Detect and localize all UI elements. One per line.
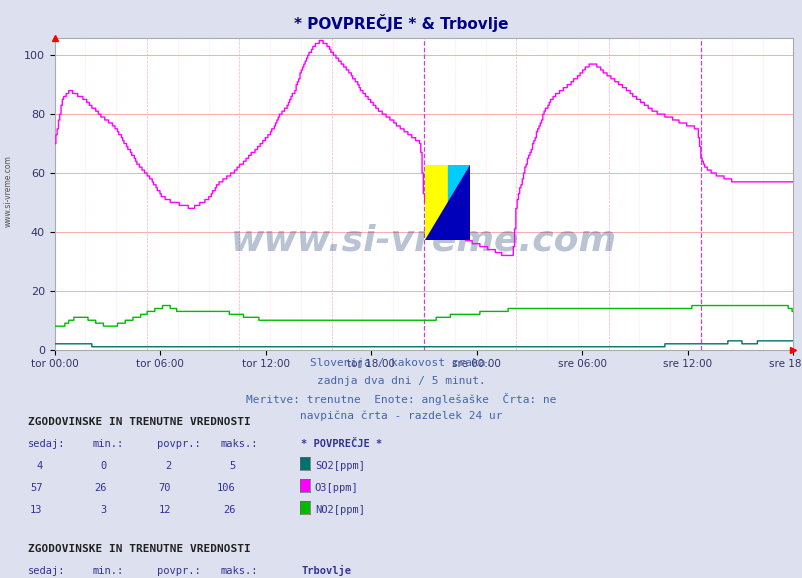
Text: NO2[ppm]: NO2[ppm] xyxy=(314,505,364,514)
Text: 13: 13 xyxy=(30,505,43,514)
Text: 26: 26 xyxy=(94,483,107,492)
Text: povpr.:: povpr.: xyxy=(156,439,200,449)
Text: sedaj:: sedaj: xyxy=(28,439,66,449)
Text: 106: 106 xyxy=(217,483,235,492)
Text: 70: 70 xyxy=(158,483,171,492)
Polygon shape xyxy=(425,165,447,240)
Text: 4: 4 xyxy=(36,461,43,470)
Text: min.:: min.: xyxy=(92,439,124,449)
Text: www.si-vreme.com: www.si-vreme.com xyxy=(231,224,616,257)
Text: * POVPREČJE * & Trbovlje: * POVPREČJE * & Trbovlje xyxy=(294,14,508,32)
Polygon shape xyxy=(425,165,469,240)
Text: * POVPREČJE *: * POVPREČJE * xyxy=(301,439,382,449)
Text: www.si-vreme.com: www.si-vreme.com xyxy=(3,155,13,227)
Text: O3[ppm]: O3[ppm] xyxy=(314,483,358,492)
Text: 57: 57 xyxy=(30,483,43,492)
Text: ZGODOVINSKE IN TRENUTNE VREDNOSTI: ZGODOVINSKE IN TRENUTNE VREDNOSTI xyxy=(28,544,250,554)
Text: sedaj:: sedaj: xyxy=(28,566,66,576)
Text: povpr.:: povpr.: xyxy=(156,566,200,576)
Text: 2: 2 xyxy=(164,461,171,470)
Text: Meritve: trenutne  Enote: anglešaške  Črta: ne: Meritve: trenutne Enote: anglešaške Črta… xyxy=(246,393,556,405)
Text: maks.:: maks.: xyxy=(221,566,258,576)
Text: SO2[ppm]: SO2[ppm] xyxy=(314,461,364,470)
Text: 26: 26 xyxy=(222,505,235,514)
Text: Slovenija / kakovost zraka.: Slovenija / kakovost zraka. xyxy=(310,358,492,368)
Text: maks.:: maks.: xyxy=(221,439,258,449)
Text: Trbovlje: Trbovlje xyxy=(301,565,350,576)
Text: 5: 5 xyxy=(229,461,235,470)
Polygon shape xyxy=(447,165,469,240)
Text: navpična črta - razdelek 24 ur: navpična črta - razdelek 24 ur xyxy=(300,410,502,421)
Text: 3: 3 xyxy=(100,505,107,514)
Text: 12: 12 xyxy=(158,505,171,514)
Text: min.:: min.: xyxy=(92,566,124,576)
Text: zadnja dva dni / 5 minut.: zadnja dva dni / 5 minut. xyxy=(317,376,485,386)
Text: 0: 0 xyxy=(100,461,107,470)
Text: ZGODOVINSKE IN TRENUTNE VREDNOSTI: ZGODOVINSKE IN TRENUTNE VREDNOSTI xyxy=(28,417,250,427)
